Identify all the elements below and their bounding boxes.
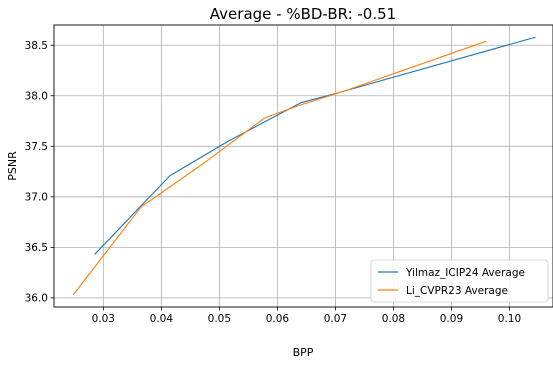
y-tick-label: 36.0 <box>25 293 48 305</box>
x-tick-label: 0.08 <box>382 313 405 325</box>
y-tick-label: 38.0 <box>25 91 48 103</box>
y-tick-label: 37.5 <box>25 141 48 153</box>
x-tick-label: 0.05 <box>208 313 231 325</box>
y-axis-label: PSNR <box>6 151 19 181</box>
grid <box>54 25 553 307</box>
x-tick-label: 0.09 <box>440 313 463 325</box>
series-line-2 <box>72 40 487 296</box>
x-tick-label: 0.10 <box>498 313 521 325</box>
ticks: 0.03 0.04 0.05 0.06 0.07 0.08 0.09 0.10 36.0 36.5… <box>25 40 522 325</box>
legend-label: Yilmaz_ICIP24 Average <box>405 267 525 279</box>
x-axis-label: BPP <box>293 346 314 359</box>
x-tick-label: 0.04 <box>150 313 174 325</box>
y-tick-label: 38.5 <box>25 40 48 52</box>
x-tick-label: 0.06 <box>266 313 290 325</box>
x-tick-label: 0.07 <box>324 313 347 325</box>
series-layer <box>72 36 536 296</box>
legend-label: Li_CVPR23 Average <box>406 285 508 297</box>
legend: Yilmaz_ICIP24 Average Li_CVPR23 Average <box>370 259 549 303</box>
series-line-1 <box>94 36 536 255</box>
y-tick-label: 36.5 <box>25 242 48 254</box>
legend-box <box>370 259 549 303</box>
x-tick-label: 0.03 <box>92 313 115 325</box>
plot-frame <box>53 24 553 308</box>
chart-title: Average - %BD-BR: -0.51 <box>210 5 396 23</box>
y-tick-label: 37.0 <box>25 192 48 204</box>
